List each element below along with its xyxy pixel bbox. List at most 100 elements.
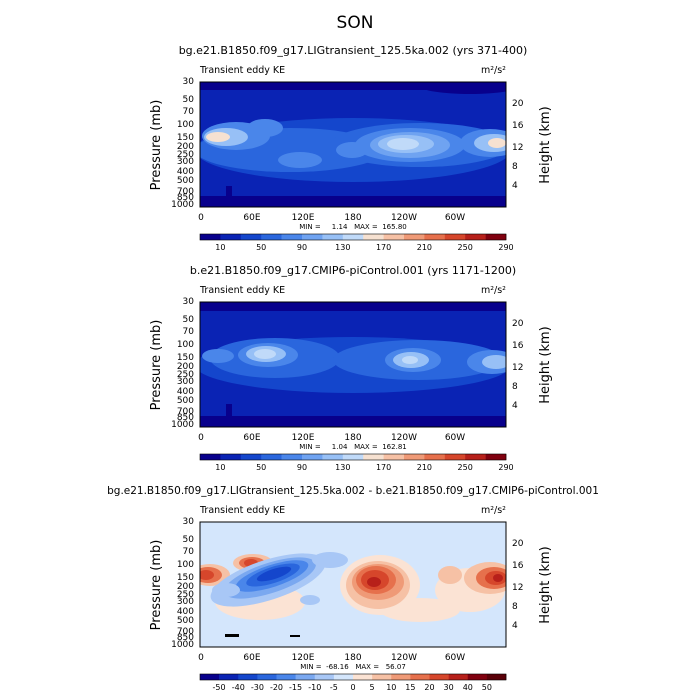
colorbar-labels: -50 -40 -30 -20 -15 -10 -5 0 5 10 15 20 …: [213, 683, 492, 692]
y2-tick-label: 12: [512, 363, 523, 373]
y-tick-label: 200: [177, 142, 194, 152]
y-axis-title: Pressure (mb): [149, 320, 164, 411]
y-tick-label: 30: [183, 77, 195, 87]
y-axis-right: 20 16 12 8 4 Height (km): [512, 99, 553, 191]
panel-2: b.e21.B1850.f09_g17.CMIP6-piControl.001 …: [149, 264, 553, 472]
y2-axis-title: Height (km): [538, 326, 553, 403]
units-label: m²/s²: [481, 505, 506, 516]
colorbar-label: 90: [297, 463, 307, 472]
colorbar-swatch: [200, 674, 220, 680]
y-tick-label: 1000: [171, 640, 194, 650]
colorbar-swatch: [302, 234, 323, 240]
y2-tick-label: 12: [512, 143, 523, 153]
x-tick-label: 60E: [243, 213, 260, 223]
colorbar-label: 290: [498, 463, 513, 472]
y-tick-label: 250: [177, 150, 194, 160]
y-tick-label: 300: [177, 377, 194, 387]
x-tick-label: 60W: [445, 653, 465, 663]
colorbar-label: 130: [335, 463, 350, 472]
colorbar-label: 90: [297, 243, 307, 252]
colorbar-swatch: [200, 454, 221, 460]
x-tick-label: 60E: [243, 653, 260, 663]
colorbar-swatch: [342, 234, 364, 240]
colorbar-swatch: [276, 674, 296, 680]
x-tick-label: 120W: [391, 213, 417, 223]
y-tick-label: 200: [177, 362, 194, 372]
x-tick-label: 180: [344, 653, 361, 663]
panel-3: bg.e21.B1850.f09_g17.LIGtransient_125.5k…: [107, 485, 599, 692]
colorbar-label: 5: [370, 683, 375, 692]
x-tick-label: 60E: [243, 433, 260, 443]
y-axis-right: 20 16 12 8 4 Height (km): [512, 319, 553, 411]
y-tick-label: 850: [177, 193, 194, 203]
y2-tick-label: 4: [512, 621, 518, 631]
x-tick-label: 120W: [391, 653, 417, 663]
colorbar-label: 10: [215, 463, 225, 472]
y2-tick-label: 20: [512, 539, 524, 549]
panel-title: bg.e21.B1850.f09_g17.LIGtransient_125.5k…: [107, 485, 599, 497]
y-tick-label: 850: [177, 633, 194, 643]
y-tick-label: 1000: [171, 200, 194, 210]
colorbar-swatch: [240, 234, 262, 240]
x-tick-label: 180: [344, 213, 361, 223]
colorbar-frame: [199, 233, 507, 241]
y2-tick-label: 16: [512, 121, 524, 131]
y-tick-label: 100: [177, 120, 194, 130]
colorbar-swatch: [322, 234, 344, 240]
x-tick-label: 120E: [292, 213, 315, 223]
x-tick-label: 120E: [292, 653, 315, 663]
colorbar: [199, 233, 507, 241]
y-tick-label: 70: [183, 107, 195, 117]
colorbar-label: 250: [458, 243, 473, 252]
y-axis-left: 30 50 70 100 150 200 250 300 400 500 700…: [149, 77, 194, 210]
x-tick-label: 0: [198, 433, 204, 443]
y-tick-label: 50: [183, 535, 195, 545]
colorbar-label: 210: [417, 243, 432, 252]
colorbar-swatch: [200, 234, 221, 240]
colorbar-swatch: [295, 674, 316, 680]
y-tick-label: 30: [183, 517, 195, 527]
colorbar-swatch: [219, 674, 239, 680]
y2-axis-title: Height (km): [538, 546, 553, 623]
panel-label: Transient eddy KE: [199, 285, 285, 296]
y-axis-title: Pressure (mb): [149, 100, 164, 191]
panel-label: Transient eddy KE: [199, 505, 285, 516]
y2-tick-label: 12: [512, 583, 523, 593]
units-label: m²/s²: [481, 65, 506, 76]
y-tick-label: 50: [183, 315, 195, 325]
colorbar-label: 10: [386, 683, 396, 692]
plot-frame: [199, 301, 507, 428]
y2-tick-label: 16: [512, 561, 524, 571]
y2-tick-label: 4: [512, 401, 518, 411]
y-tick-label: 250: [177, 370, 194, 380]
y-tick-label: 150: [177, 133, 194, 143]
colorbar-label: 50: [256, 463, 266, 472]
colorbar-label: 170: [376, 243, 391, 252]
colorbar-swatch: [314, 674, 335, 680]
x-tick-label: 60W: [445, 213, 465, 223]
x-axis: 0 60E 120E 180 120W 60W: [198, 653, 465, 663]
y-tick-label: 150: [177, 573, 194, 583]
colorbar-label: 130: [335, 243, 350, 252]
colorbar: [199, 453, 507, 461]
y-tick-label: 70: [183, 327, 195, 337]
colorbar-swatch: [429, 674, 449, 680]
y-tick-label: 850: [177, 413, 194, 423]
colorbar-label: -5: [330, 683, 338, 692]
y-tick-label: 150: [177, 353, 194, 363]
x-tick-label: 60W: [445, 433, 465, 443]
min-max-label: MIN = 1.14 MAX = 165.80: [299, 223, 406, 231]
colorbar-swatch: [404, 234, 425, 240]
colorbar-swatch: [261, 454, 282, 460]
colorbar-swatch: [353, 674, 373, 680]
colorbar-label: -15: [289, 683, 302, 692]
colorbar-frame: [199, 673, 507, 681]
y-axis-left: 30 50 70 100 150 200 250 300 400 500 700…: [149, 297, 194, 430]
y-axis-left: 30 50 70 100 150 200 250 300 400 500 700…: [149, 517, 194, 650]
colorbar-swatch: [410, 674, 430, 680]
y2-tick-label: 8: [512, 602, 518, 612]
y2-tick-label: 8: [512, 162, 518, 172]
colorbar-swatch: [383, 234, 405, 240]
colorbar-swatch: [322, 454, 344, 460]
x-tick-label: 0: [198, 213, 204, 223]
